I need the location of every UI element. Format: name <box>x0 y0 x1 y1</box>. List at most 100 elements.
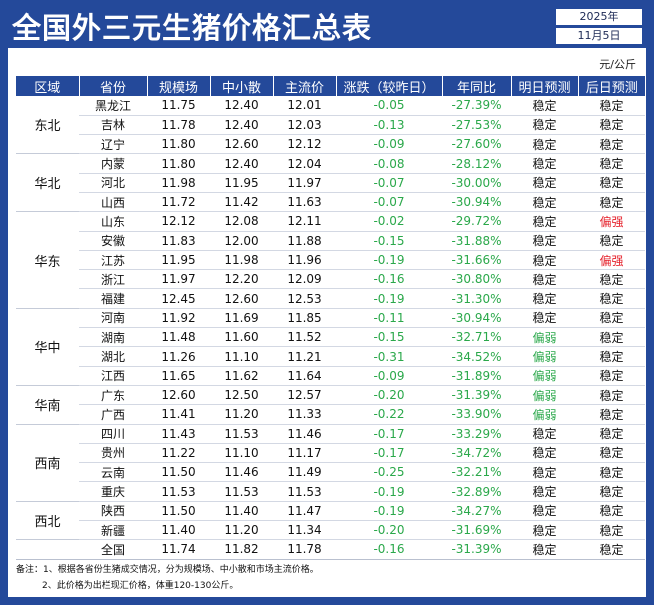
change-cell: -0.19 <box>336 250 442 271</box>
small-farm-cell: 11.10 <box>210 346 273 367</box>
yoy-cell: -30.00% <box>442 173 511 193</box>
change-cell: -0.13 <box>336 115 442 136</box>
forecast-day-after-cell: 稳定 <box>578 288 645 309</box>
forecast-tomorrow-cell: 偏弱 <box>511 346 578 367</box>
province-cell: 山西 <box>79 192 147 213</box>
table-row: 西北 陕西 11.50 11.40 11.47 -0.19 -34.27% 稳定 稳定 <box>16 501 645 541</box>
province-cell: 河北 <box>79 173 147 193</box>
province-cell: 吉林 <box>79 115 147 136</box>
change-cell: -0.17 <box>336 443 442 464</box>
yoy-cell: -30.94% <box>442 308 511 329</box>
forecast-day-after-cell: 稳定 <box>578 443 645 464</box>
page-title: 全国外三元生猪价格汇总表 <box>12 11 373 45</box>
main-price-cell: 12.11 <box>273 211 336 232</box>
forecast-day-after-cell: 稳定 <box>578 539 645 560</box>
forecast-day-after-cell: 稳定 <box>578 346 645 367</box>
province-cell: 黑龙江 <box>79 96 147 116</box>
large-farm-cell: 11.40 <box>147 520 210 541</box>
small-farm-cell: 12.20 <box>210 269 273 290</box>
table-row: 贵州 11.22 11.10 11.17 -0.17 -34.72% 稳定 稳定 <box>16 443 645 464</box>
date-box: 2025年 11月5日 <box>556 9 642 44</box>
small-farm-cell: 11.20 <box>210 404 273 425</box>
forecast-day-after-cell: 稳定 <box>578 308 645 329</box>
small-farm-cell: 12.40 <box>210 153 273 174</box>
table-row: 辽宁 11.80 12.60 12.12 -0.09 -27.60% 稳定 稳定 <box>16 134 645 155</box>
province-cell: 江苏 <box>79 250 147 271</box>
large-farm-cell: 11.83 <box>147 231 210 251</box>
yoy-cell: -27.60% <box>442 134 511 155</box>
large-farm-cell: 11.98 <box>147 173 210 193</box>
footnote: 备注：1、根据各省份生猪成交情况，分为规模场、中小散和市场主流价格。 2、此价格… <box>16 562 319 594</box>
change-cell: -0.15 <box>336 231 442 251</box>
table-row: 湖北 11.26 11.10 11.21 -0.31 -34.52% 偏弱 稳定 <box>16 346 645 367</box>
forecast-tomorrow-cell: 稳定 <box>511 211 578 232</box>
small-farm-cell: 11.60 <box>210 327 273 348</box>
main-price-cell: 12.09 <box>273 269 336 290</box>
region-cell: 西南 <box>16 424 79 502</box>
province-cell: 四川 <box>79 424 147 444</box>
province-cell: 陕西 <box>79 501 147 522</box>
large-farm-cell: 11.97 <box>147 269 210 290</box>
main-price-cell: 11.34 <box>273 520 336 541</box>
table-row: 吉林 11.78 12.40 12.03 -0.13 -27.53% 稳定 稳定 <box>16 115 645 136</box>
main-price-cell: 11.64 <box>273 366 336 386</box>
table-body: 东北 黑龙江 11.75 12.40 12.01 -0.05 -27.39% 稳定 稳定 吉林 11… <box>16 96 645 560</box>
table-row: 江西 11.65 11.62 11.64 -0.09 -31.89% 偏弱 稳定 <box>16 366 645 386</box>
main-price-cell: 11.53 <box>273 481 336 502</box>
header-large-farm: 规模场 <box>147 76 211 96</box>
main-price-cell: 12.53 <box>273 288 336 309</box>
table-row: 河北 11.98 11.95 11.97 -0.07 -30.00% 稳定 稳定 <box>16 173 645 193</box>
province-cell: 全国 <box>79 539 147 560</box>
forecast-day-after-cell: 偏强 <box>578 211 645 232</box>
forecast-day-after-cell: 稳定 <box>578 153 645 174</box>
province-cell: 山东 <box>79 211 147 232</box>
main-price-cell: 11.52 <box>273 327 336 348</box>
table-row: 江苏 11.95 11.98 11.96 -0.19 -31.66% 稳定 偏强 <box>16 250 645 271</box>
forecast-day-after-cell: 稳定 <box>578 231 645 251</box>
forecast-tomorrow-cell: 稳定 <box>511 308 578 329</box>
large-farm-cell: 11.22 <box>147 443 210 464</box>
region-cell: 西北 <box>16 501 79 541</box>
table-row: 华中 河南 11.92 11.69 11.85 -0.11 -30.94% 稳定 稳定 <box>16 308 645 386</box>
forecast-tomorrow-cell: 稳定 <box>511 96 578 116</box>
table-row: 西南 四川 11.43 11.53 11.46 -0.17 -33.29% 稳定 稳定 <box>16 424 645 502</box>
forecast-day-after-cell: 稳定 <box>578 385 645 406</box>
main-price-cell: 11.63 <box>273 192 336 213</box>
large-farm-cell: 11.43 <box>147 424 210 444</box>
main-price-cell: 11.78 <box>273 539 336 560</box>
main-price-cell: 11.97 <box>273 173 336 193</box>
change-cell: -0.19 <box>336 288 442 309</box>
yoy-cell: -32.89% <box>442 481 511 502</box>
yoy-cell: -33.90% <box>442 404 511 425</box>
large-farm-cell: 11.41 <box>147 404 210 425</box>
small-farm-cell: 11.20 <box>210 520 273 541</box>
region-cell: 东北 <box>16 96 79 155</box>
forecast-tomorrow-cell: 偏弱 <box>511 366 578 386</box>
large-farm-cell: 11.75 <box>147 96 210 116</box>
table-row-total: 全国 11.74 11.82 11.78 -0.16 -31.39% 稳定 稳定 <box>16 539 645 560</box>
province-cell: 贵州 <box>79 443 147 464</box>
main-price-cell: 11.47 <box>273 501 336 522</box>
forecast-day-after-cell: 稳定 <box>578 96 645 116</box>
table-row: 东北 黑龙江 11.75 12.40 12.01 -0.05 -27.39% 稳定 稳定 <box>16 96 645 155</box>
main-price-cell: 12.01 <box>273 96 336 116</box>
small-farm-cell: 12.40 <box>210 96 273 116</box>
forecast-tomorrow-cell: 稳定 <box>511 231 578 251</box>
forecast-tomorrow-cell: 稳定 <box>511 269 578 290</box>
forecast-day-after-cell: 稳定 <box>578 481 645 502</box>
province-cell: 安徽 <box>79 231 147 251</box>
footnote-line-1: 备注：1、根据各省份生猪成交情况，分为规模场、中小散和市场主流价格。 <box>16 565 319 575</box>
region-cell: 华北 <box>16 153 79 213</box>
forecast-tomorrow-cell: 偏弱 <box>511 385 578 406</box>
small-farm-cell: 12.60 <box>210 134 273 155</box>
yoy-cell: -31.66% <box>442 250 511 271</box>
table-row: 湖南 11.48 11.60 11.52 -0.15 -32.71% 偏弱 稳定 <box>16 327 645 348</box>
yoy-cell: -34.72% <box>442 443 511 464</box>
province-cell: 云南 <box>79 462 147 483</box>
change-cell: -0.19 <box>336 501 442 522</box>
header-region: 区域 <box>16 76 80 96</box>
small-farm-cell: 12.08 <box>210 211 273 232</box>
forecast-day-after-cell: 稳定 <box>578 462 645 483</box>
yoy-cell: -33.29% <box>442 424 511 444</box>
forecast-tomorrow-cell: 偏弱 <box>511 327 578 348</box>
